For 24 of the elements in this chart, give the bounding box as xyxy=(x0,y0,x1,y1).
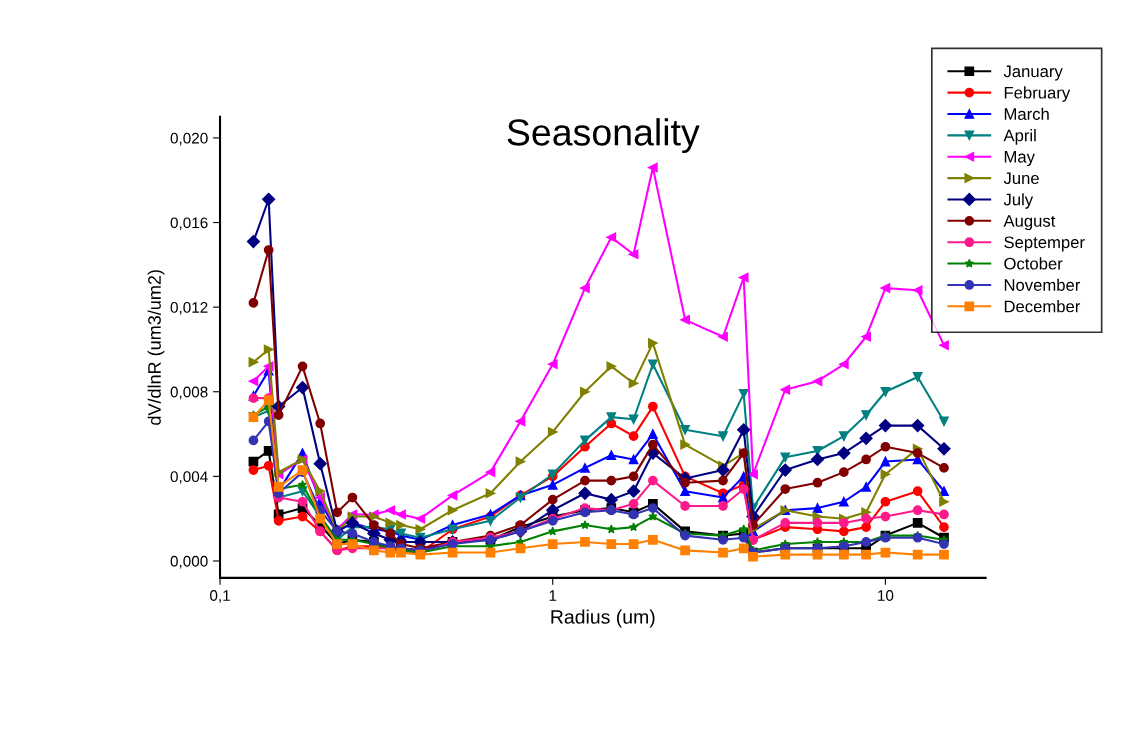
y-tick-label: 0,008 xyxy=(170,386,208,400)
x-axis-title: Radius (um) xyxy=(551,609,655,628)
y-axis-title: dV/dlnR (um3/um2) xyxy=(147,270,165,425)
y-tick-label: 0,004 xyxy=(170,471,208,484)
y-tick-label: 0,016 xyxy=(170,217,208,231)
legend-label: January xyxy=(1003,65,1063,81)
legend-label: June xyxy=(1003,172,1039,185)
y-tick-label: 0,000 xyxy=(170,555,208,569)
legend-label: April xyxy=(1003,129,1036,145)
legend-label: August xyxy=(1003,215,1056,231)
y-tick-label: 0,012 xyxy=(170,302,208,315)
legend-label: February xyxy=(1004,86,1071,102)
legend-label: May xyxy=(1004,151,1035,167)
legend-label: Septemper xyxy=(1004,236,1085,252)
x-tick-label: 0,1 xyxy=(210,590,230,603)
x-tick-label: 1 xyxy=(549,590,557,601)
x-tick-label: 10 xyxy=(878,590,894,601)
legend-label: November xyxy=(1004,278,1081,291)
chart-title: Seasonality xyxy=(507,118,700,154)
legend-label: December xyxy=(1004,300,1081,313)
y-tick-label: 0,020 xyxy=(170,132,208,146)
legend-label: October xyxy=(1004,257,1063,270)
legend-label: March xyxy=(1004,107,1049,120)
legend-label: July xyxy=(1003,193,1034,209)
